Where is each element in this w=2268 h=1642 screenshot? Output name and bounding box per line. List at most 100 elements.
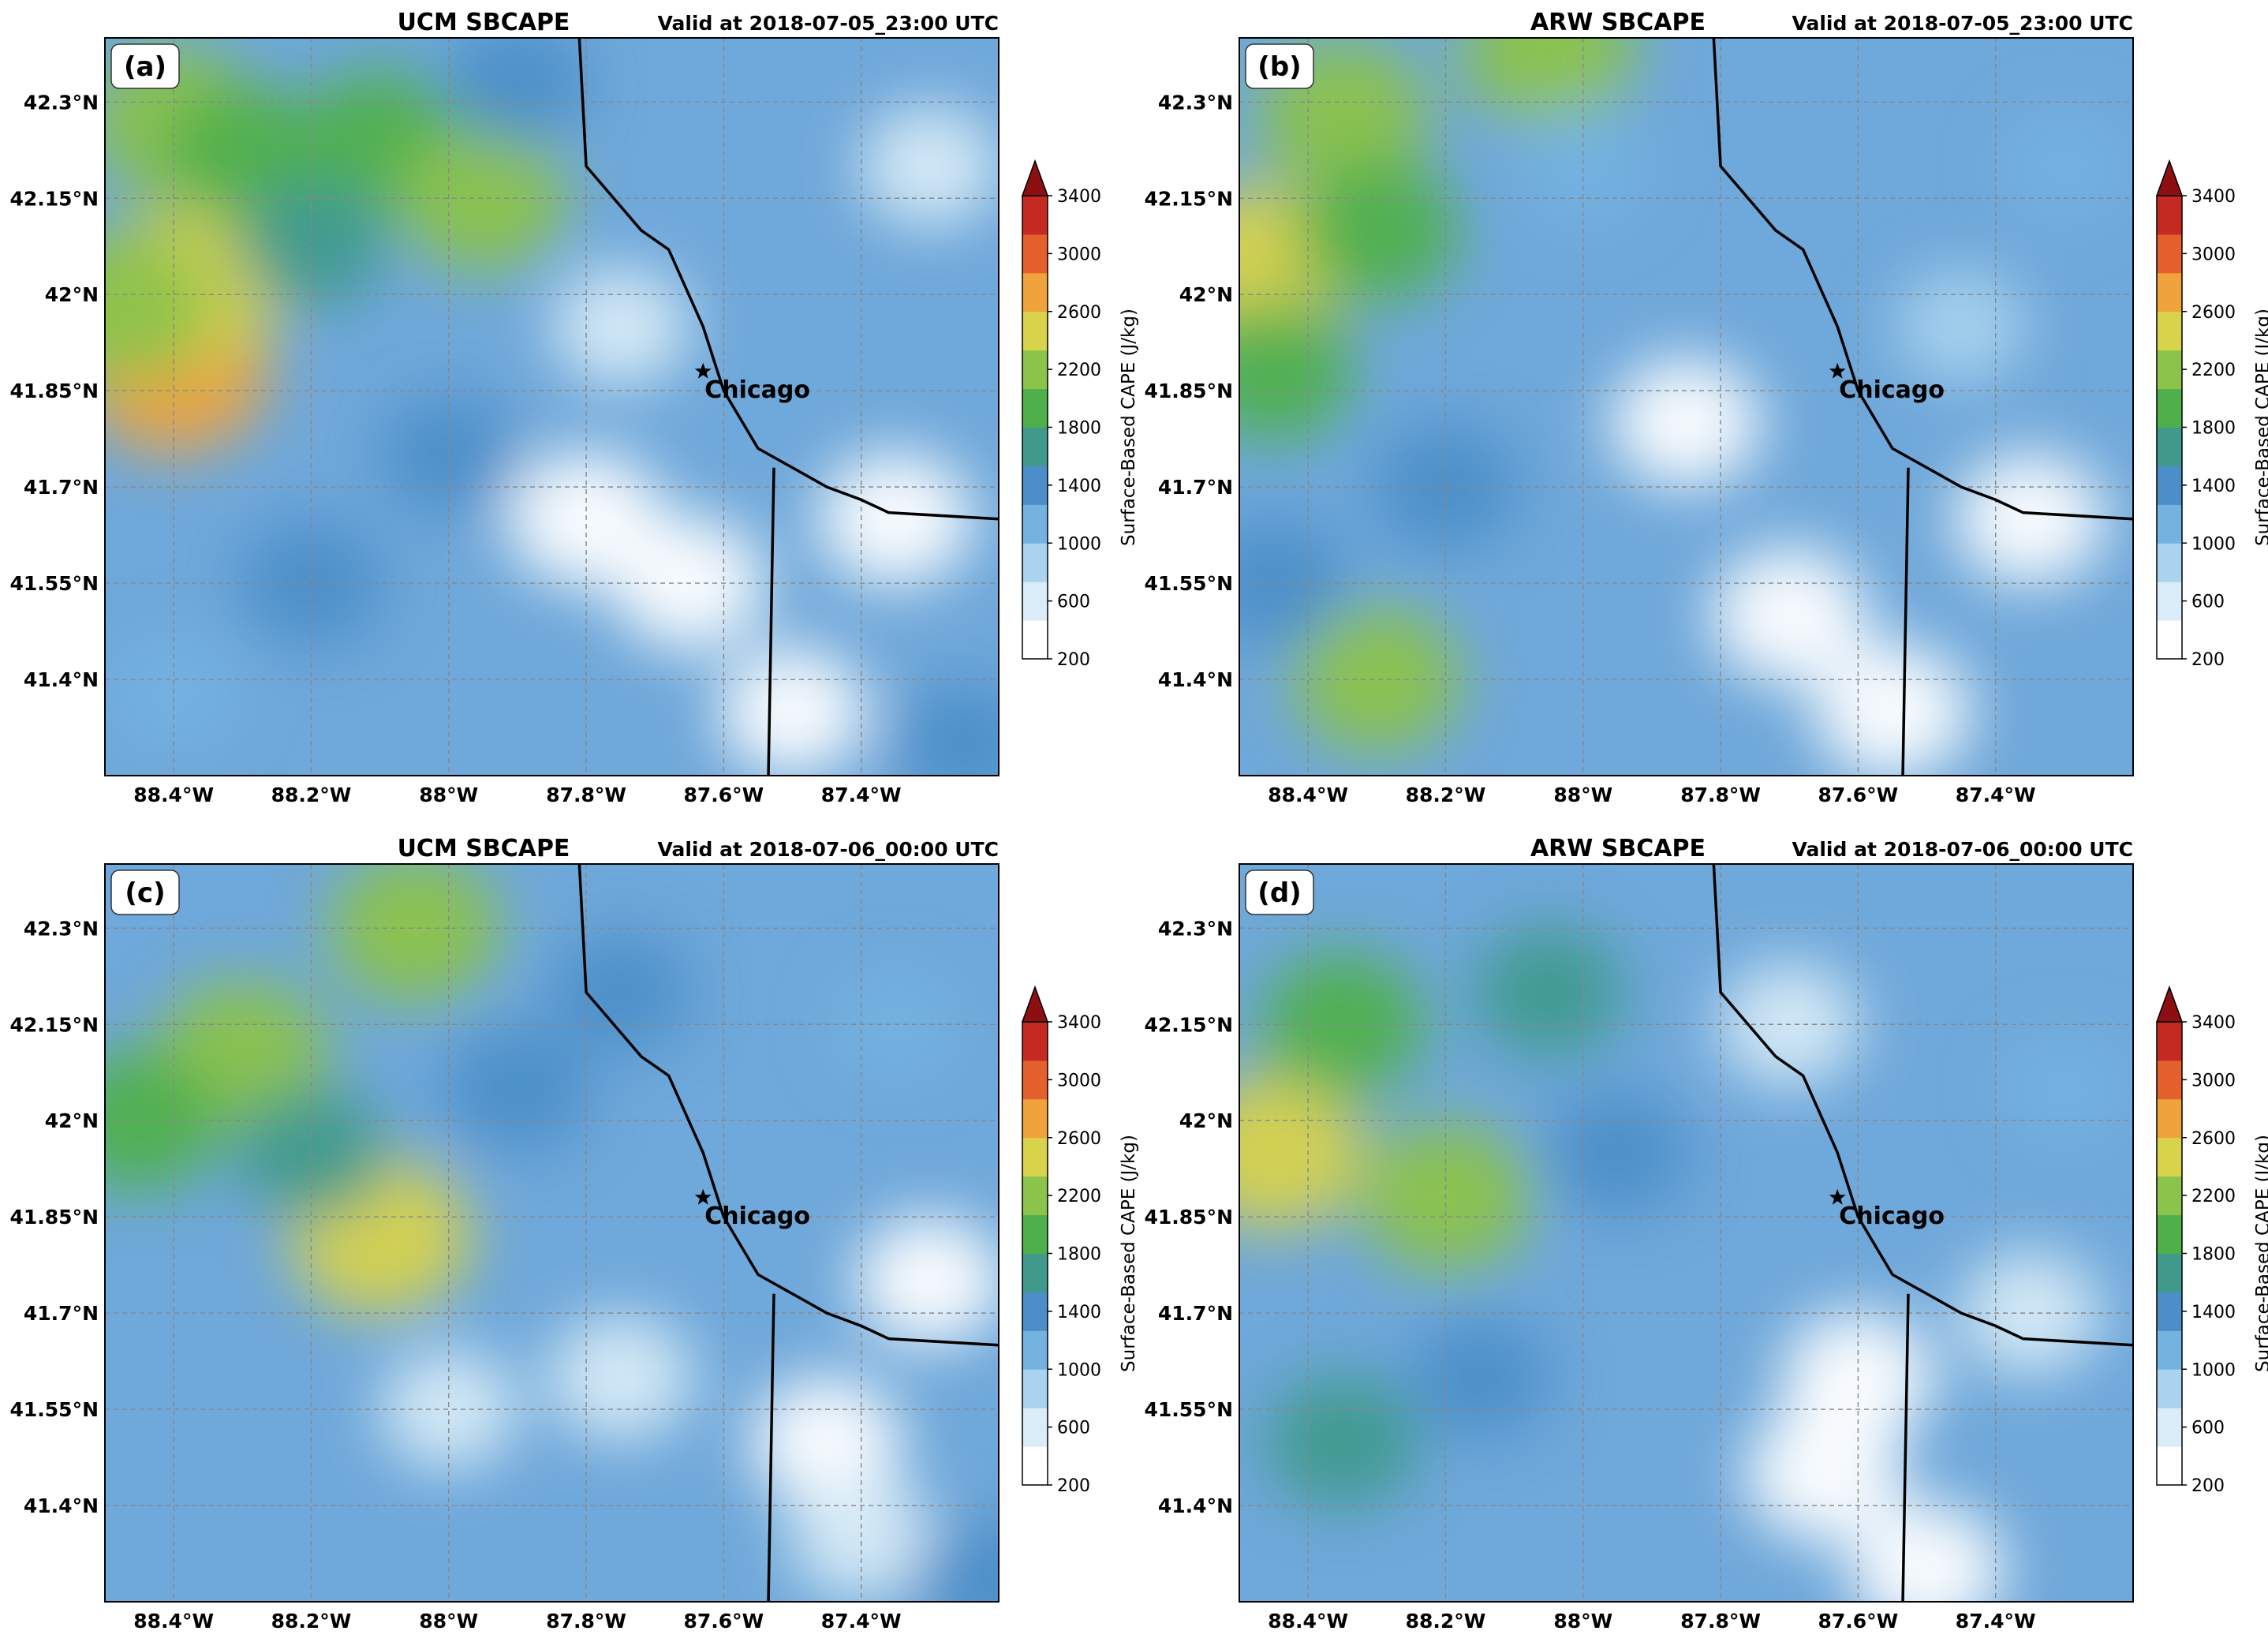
colorbar-segment (1022, 234, 1048, 273)
cape-blob-3 (1474, 928, 1623, 1057)
y-tick-label: 41.4°N (1158, 668, 1233, 691)
colorbar-segment (2157, 620, 2182, 659)
cape-blob-4 (1194, 302, 1353, 441)
colorbar-tick-label: 200 (2191, 1476, 2225, 1496)
x-tick-label: 87.6°W (684, 784, 764, 806)
x-tick-label: 88.2°W (271, 1610, 352, 1633)
colorbar-segment (2157, 1022, 2182, 1060)
cape-blob-10 (856, 1216, 1005, 1345)
colorbar-segment (1022, 196, 1048, 234)
x-tick-label: 87.8°W (1680, 784, 1761, 806)
cape-blob-8 (548, 1314, 693, 1440)
colorbar-tick-label: 1800 (2191, 419, 2236, 439)
colorbar-segment (2157, 1254, 2182, 1292)
colorbar-segment (1022, 312, 1048, 350)
cape-blob-17 (551, 267, 689, 387)
colorbar: 2006001000140018002200260030003400Surfac… (2157, 161, 2268, 670)
colorbar-tick-label: 600 (2191, 593, 2225, 612)
colorbar-extend-arrow (1022, 161, 1048, 196)
y-tick-label: 41.4°N (1158, 1494, 1233, 1517)
city-label-chicago: Chicago (704, 1203, 810, 1230)
x-tick-label: 87.8°W (546, 1610, 626, 1633)
x-tick-label: 87.4°W (821, 1610, 902, 1633)
colorbar-tick-label: 1800 (2191, 1245, 2236, 1265)
colorbar-segment (1022, 1215, 1048, 1254)
colorbar-tick-label: 1000 (1057, 1360, 1101, 1380)
cape-blob-11 (1612, 358, 1761, 488)
colorbar-segment (2157, 582, 2182, 620)
y-tick-label: 41.4°N (24, 668, 99, 691)
colorbar-tick-label: 3400 (1057, 1013, 1101, 1033)
cape-blob-16 (860, 106, 999, 227)
cape-blob-8 (238, 520, 383, 646)
valid-time: Valid at 2018-07-06_00:00 UTC (1792, 838, 2133, 861)
colorbar-segment (1022, 1176, 1048, 1215)
x-tick-label: 88°W (419, 1610, 478, 1633)
colorbar-tick-label: 3400 (1057, 187, 1101, 207)
colorbar-segment (1022, 582, 1048, 620)
cape-blob-5 (445, 1026, 590, 1152)
colorbar-segment (1022, 428, 1048, 466)
colorbar-tick-label: 2200 (1057, 1187, 1101, 1206)
colorbar-segment (1022, 1060, 1048, 1099)
y-tick-label: 41.55°N (10, 572, 99, 595)
colorbar-extend-arrow (2157, 161, 2182, 196)
colorbar-segment (2157, 428, 2182, 466)
y-tick-label: 42.3°N (1158, 917, 1233, 940)
colorbar-tick-label: 2600 (1057, 303, 1101, 323)
colorbar-segment (2157, 1176, 2182, 1215)
colorbar-axis-label: Surface-Based CAPE (J/kg) (2253, 1135, 2268, 1372)
colorbar-tick-label: 2600 (2191, 303, 2236, 323)
colorbar-segment (2157, 1060, 2182, 1099)
colorbar-tick-label: 2200 (2191, 361, 2236, 380)
cape-blob-14 (1896, 270, 2027, 383)
y-tick-label: 41.85°N (10, 380, 99, 402)
x-tick-label: 88.4°W (133, 784, 214, 806)
x-tick-label: 87.8°W (546, 784, 626, 806)
colorbar-tick-label: 600 (1057, 1419, 1090, 1438)
colorbar-segment (1022, 620, 1048, 659)
colorbar: 2006001000140018002200260030003400Surfac… (1022, 987, 1139, 1496)
colorbar-tick-label: 3000 (2191, 245, 2236, 264)
colorbar-tick-label: 1000 (2191, 534, 2236, 554)
x-tick-label: 87.8°W (1680, 1610, 1761, 1633)
cape-blob-18 (895, 683, 1033, 803)
cape-blob-15 (719, 648, 865, 776)
panel-label: (c) (125, 877, 165, 909)
panel-title: ARW SBCAPE (1530, 9, 1706, 36)
x-tick-label: 88.4°W (133, 1610, 214, 1633)
cape-blob-10 (1814, 644, 1971, 780)
cape-blob-10 (449, 23, 587, 143)
colorbar-segment (2157, 1099, 2182, 1138)
valid-time: Valid at 2018-07-05_23:00 UTC (657, 12, 999, 35)
colorbar-tick-label: 2200 (2191, 1187, 2236, 1206)
colorbar-segment (1022, 1292, 1048, 1330)
colorbar-tick-label: 1800 (1057, 419, 1101, 439)
colorbar-extend-arrow (2157, 987, 2182, 1022)
valid-time: Valid at 2018-07-06_00:00 UTC (657, 838, 999, 861)
colorbar-tick-label: 600 (2191, 1419, 2225, 1438)
x-tick-label: 87.6°W (1818, 784, 1899, 806)
y-tick-label: 42.15°N (10, 187, 99, 210)
colorbar-segment (1022, 1330, 1048, 1369)
y-tick-label: 42°N (45, 1109, 99, 1132)
colorbar-tick-label: 200 (2191, 650, 2225, 670)
colorbar-segment (1022, 543, 1048, 582)
x-tick-label: 87.6°W (1818, 1610, 1899, 1633)
y-tick-label: 42.15°N (10, 1013, 99, 1036)
x-tick-label: 87.4°W (1956, 784, 2036, 806)
colorbar-segment (2157, 389, 2182, 428)
colorbar-tick-label: 2600 (1057, 1129, 1101, 1149)
colorbar-tick-label: 2200 (1057, 361, 1101, 380)
cape-blob-2 (39, 231, 213, 383)
y-tick-label: 42.15°N (1145, 1013, 1234, 1036)
panel-label: (d) (1257, 877, 1301, 909)
y-tick-label: 41.85°N (1145, 1206, 1234, 1229)
x-tick-label: 88.2°W (271, 784, 352, 806)
y-tick-label: 42.3°N (24, 917, 99, 940)
colorbar-tick-label: 600 (1057, 593, 1090, 612)
colorbar-tick-label: 3400 (2191, 1013, 2236, 1033)
plot-area (1185, 864, 2133, 1636)
